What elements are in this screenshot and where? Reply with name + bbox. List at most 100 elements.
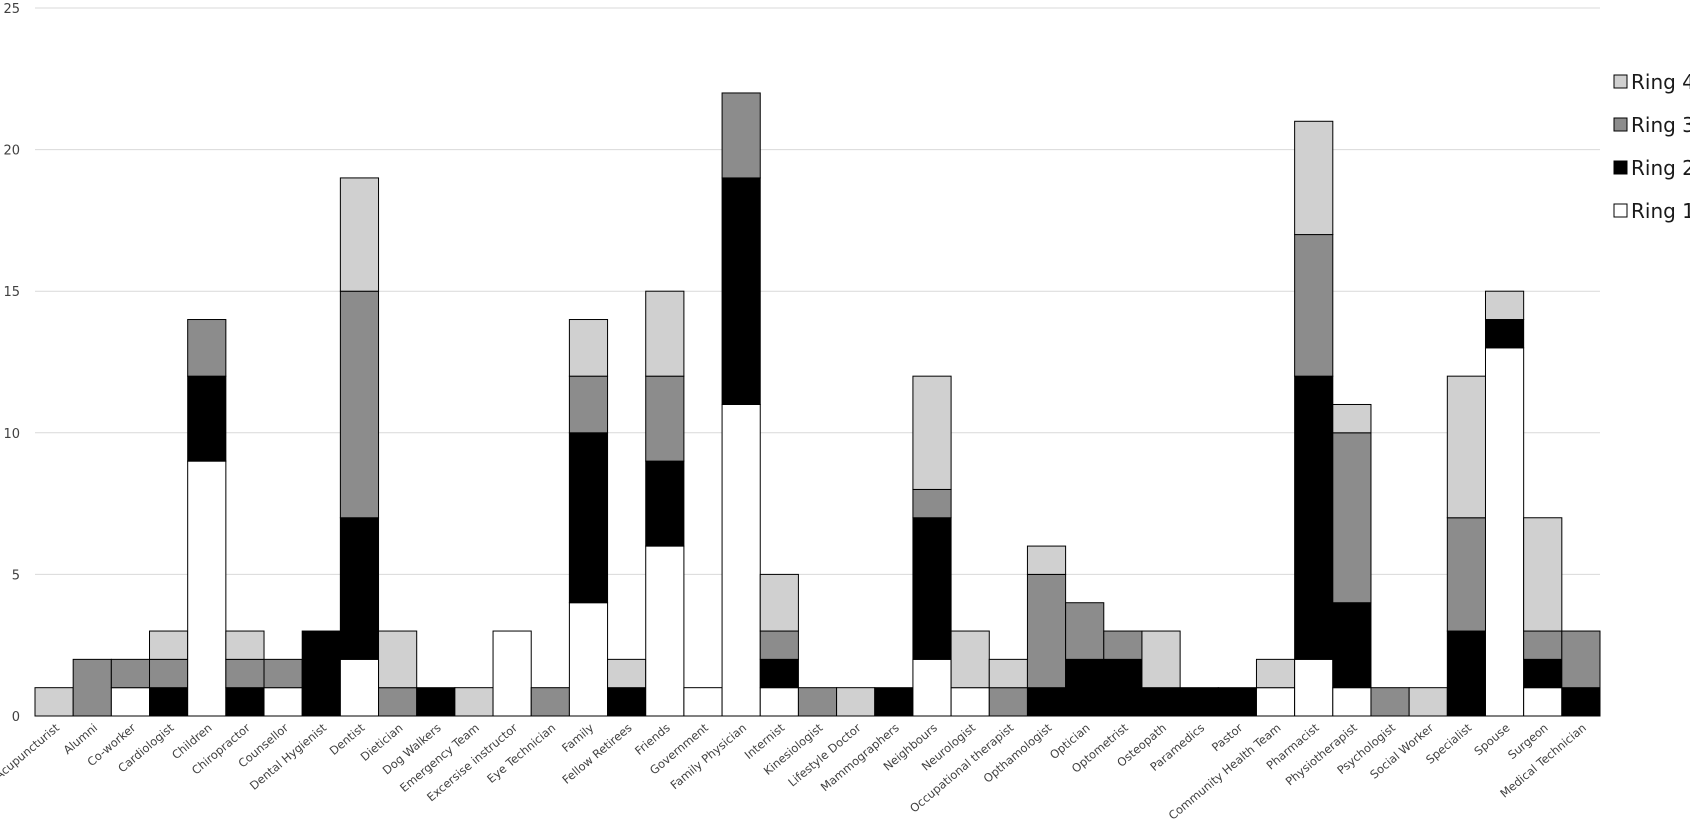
- bar-physiotherapist-ring-4: [1332, 403, 1372, 434]
- bar-medical-technician-ring-2: [1561, 687, 1601, 717]
- bar-family-ring-1: [568, 602, 609, 717]
- bar-friends-ring-3: [645, 375, 685, 462]
- bar-dentist-ring-1: [339, 658, 380, 717]
- bar-optician-ring-3: [1065, 602, 1105, 660]
- bar-osteopath-ring-2: [1141, 687, 1181, 717]
- bar-dietician-ring-4: [378, 630, 418, 689]
- bar-occupational-therapist-ring-4: [988, 658, 1028, 689]
- y-tick-label: 20: [3, 144, 20, 159]
- bar-friends-ring-1: [645, 545, 685, 717]
- bar-cardiologist-ring-3: [149, 658, 189, 689]
- legend-label-ring-3: Ring 3: [1631, 113, 1690, 137]
- legend-swatch-ring-2: [1613, 160, 1628, 175]
- bar-optician-ring-2: [1065, 658, 1105, 717]
- bar-chiropractor-ring-3: [225, 658, 265, 689]
- bar-surgeon-ring-2: [1523, 658, 1563, 689]
- bar-surgeon-ring-1: [1523, 687, 1563, 717]
- legend-swatch-ring-4: [1613, 74, 1628, 89]
- bar-internist-ring-1: [759, 687, 799, 717]
- bar-dog-walkers-ring-2: [416, 687, 456, 717]
- bar-kinesiologist-ring-3: [797, 687, 838, 717]
- bar-family-ring-4: [568, 319, 609, 377]
- legend-label-ring-4: Ring 4: [1631, 70, 1690, 94]
- bar-internist-ring-4: [759, 573, 799, 632]
- y-tick-label: 0: [12, 710, 20, 725]
- bar-excersise-instructor-ring-1: [492, 630, 532, 717]
- bar-pastor-ring-2: [1217, 687, 1257, 717]
- bar-children-ring-1: [187, 460, 227, 717]
- bar-surgeon-ring-4: [1523, 517, 1563, 632]
- bar-internist-ring-2: [759, 658, 799, 689]
- x-tick-label-opthamologist: Opthamologist: [981, 720, 1055, 785]
- bar-emergency-team-ring-4: [454, 687, 494, 717]
- bar-spouse-ring-1: [1484, 347, 1525, 717]
- bar-paramedics-ring-2: [1179, 687, 1219, 717]
- bar-pharmacist-ring-2: [1294, 375, 1334, 660]
- bar-social-worker-ring-4: [1408, 687, 1448, 717]
- bar-psychologist-ring-3: [1370, 687, 1410, 717]
- y-tick-label: 25: [3, 2, 20, 17]
- bar-pharmacist-ring-3: [1294, 234, 1334, 377]
- bar-counsellor-ring-3: [263, 658, 303, 689]
- bar-spouse-ring-2: [1484, 319, 1525, 349]
- y-tick-label: 5: [12, 568, 20, 583]
- bar-opthamologist-ring-3: [1026, 573, 1067, 689]
- bar-neighbours-ring-4: [912, 375, 952, 490]
- bar-acupuncturist-ring-4: [34, 687, 74, 717]
- bar-lifestyle-doctor-ring-4: [836, 687, 876, 717]
- bar-chiropractor-ring-2: [225, 687, 265, 717]
- bar-surgeon-ring-3: [1523, 630, 1563, 660]
- bar-dentist-ring-2: [339, 517, 380, 660]
- bar-medical-technician-ring-3: [1561, 630, 1601, 689]
- bar-mammographers-ring-2: [874, 687, 914, 717]
- x-tick-label-eye-technician: Eye Technician: [484, 721, 558, 786]
- bar-dentist-ring-4: [339, 177, 380, 292]
- bar-family-physician-ring-1: [721, 403, 761, 717]
- bar-cardiologist-ring-4: [149, 630, 189, 660]
- bar-optometrist-ring-3: [1103, 630, 1143, 660]
- x-axis: AcupuncturistAlumniCo-workerCardiologist…: [0, 720, 1589, 822]
- bar-children-ring-2: [187, 375, 227, 462]
- bar-family-ring-3: [568, 375, 609, 434]
- bar-friends-ring-2: [645, 460, 685, 547]
- bar-specialist-ring-2: [1446, 630, 1486, 717]
- bar-counsellor-ring-1: [263, 687, 303, 717]
- y-tick-label: 15: [3, 285, 20, 300]
- bar-government-ring-1: [683, 687, 723, 717]
- bar-spouse-ring-4: [1484, 290, 1525, 321]
- bar-pharmacist-ring-4: [1294, 120, 1334, 236]
- bar-dentist-ring-3: [339, 290, 380, 519]
- y-tick-label: 10: [3, 427, 20, 442]
- bar-osteopath-ring-4: [1141, 630, 1181, 689]
- bar-neighbours-ring-1: [912, 658, 952, 717]
- bar-co-worker-ring-1: [110, 687, 151, 717]
- x-tick-label-fellow-retirees: Fellow Retirees: [559, 721, 634, 787]
- bar-dietician-ring-3: [378, 687, 418, 717]
- bar-children-ring-3: [187, 319, 227, 377]
- bar-community-health-team-ring-4: [1255, 658, 1296, 689]
- bar-chiropractor-ring-4: [225, 630, 265, 660]
- legend-swatch-ring-3: [1613, 117, 1628, 132]
- bars: [34, 92, 1601, 717]
- bar-occupational-therapist-ring-3: [988, 687, 1028, 717]
- legend: Ring 4 Ring 3 Ring 2 Ring 1: [1613, 70, 1690, 223]
- bar-physiotherapist-ring-2: [1332, 602, 1372, 689]
- bar-neighbours-ring-3: [912, 488, 952, 519]
- bar-family-physician-ring-2: [721, 177, 761, 405]
- x-tick-label-acupuncturist: Acupuncturist: [0, 720, 62, 782]
- bar-friends-ring-4: [645, 290, 685, 377]
- bar-neighbours-ring-2: [912, 517, 952, 660]
- bar-co-worker-ring-3: [110, 658, 151, 689]
- bar-internist-ring-3: [759, 630, 799, 660]
- bar-family-ring-2: [568, 432, 609, 604]
- bar-dental-hygienist-ring-2: [301, 630, 341, 717]
- legend-label-ring-1: Ring 1: [1631, 199, 1690, 223]
- legend-swatch-ring-1: [1613, 203, 1628, 218]
- bar-fellow-retirees-ring-2: [607, 687, 647, 717]
- bar-fellow-retirees-ring-4: [607, 658, 647, 689]
- bar-neurologist-ring-4: [950, 630, 990, 689]
- legend-label-ring-2: Ring 2: [1631, 156, 1690, 180]
- y-axis: 0 5 10 15 20 25: [3, 2, 20, 725]
